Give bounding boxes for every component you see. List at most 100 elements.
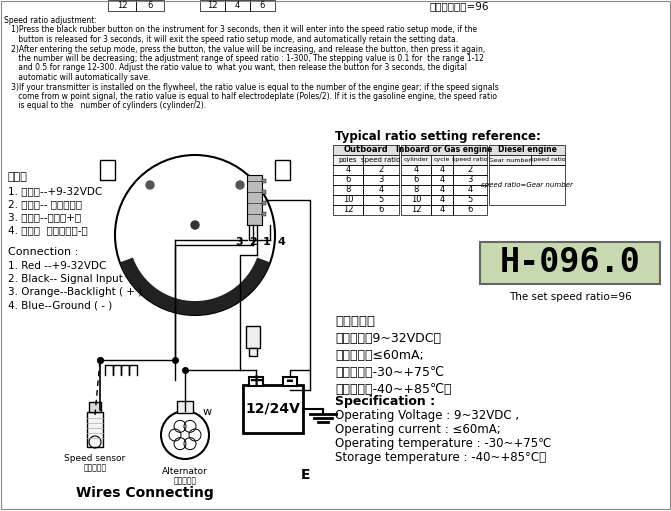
Text: 1)Press the black rubber button on the instrument for 3 seconds, then it will en: 1)Press the black rubber button on the i… xyxy=(4,26,477,35)
Text: 8: 8 xyxy=(346,185,351,195)
Bar xyxy=(531,155,565,165)
Text: 12: 12 xyxy=(117,1,127,10)
Text: Storage temperature : -40~+85°C。: Storage temperature : -40~+85°C。 xyxy=(335,451,546,464)
Bar xyxy=(363,165,399,175)
Bar xyxy=(431,165,453,175)
Text: Operating current : ≤60mA;: Operating current : ≤60mA; xyxy=(335,423,501,436)
Text: 4: 4 xyxy=(277,237,285,247)
Bar xyxy=(401,165,431,175)
Text: speed ratio: speed ratio xyxy=(362,157,401,163)
Bar xyxy=(489,155,531,165)
Bar xyxy=(453,155,487,165)
Circle shape xyxy=(191,221,199,229)
Text: and 0.5 for range 12-300. Adjust the ratio value to  what you want, then release: and 0.5 for range 12-300. Adjust the rat… xyxy=(4,63,467,73)
Text: Diesel engine: Diesel engine xyxy=(498,146,556,154)
Text: 4: 4 xyxy=(440,175,445,184)
Bar xyxy=(431,195,453,205)
Text: 3: 3 xyxy=(378,175,384,184)
Text: Alternator: Alternator xyxy=(162,467,208,476)
Bar xyxy=(225,0,250,11)
Text: 3. 橙色线--背光（+）: 3. 橙色线--背光（+） xyxy=(8,212,81,222)
Text: 3: 3 xyxy=(467,175,472,184)
Text: 4. 蓝色线  电源负极（-）: 4. 蓝色线 电源负极（-） xyxy=(8,225,88,235)
Text: 5: 5 xyxy=(378,196,384,204)
Circle shape xyxy=(146,181,154,189)
Text: 12: 12 xyxy=(207,1,218,10)
Text: cylinder: cylinder xyxy=(403,157,429,162)
Bar xyxy=(401,145,487,155)
Bar xyxy=(275,160,290,180)
Text: 表示设置速比=96: 表示设置速比=96 xyxy=(430,1,490,11)
Bar xyxy=(250,0,275,11)
Bar xyxy=(363,195,399,205)
Bar xyxy=(401,155,431,165)
Text: 4: 4 xyxy=(440,166,445,174)
Text: 10: 10 xyxy=(411,196,421,204)
Text: Speed sensor: Speed sensor xyxy=(64,454,125,463)
Text: 4: 4 xyxy=(413,166,419,174)
Text: 工作电流：≤60mA;: 工作电流：≤60mA; xyxy=(335,349,424,362)
Text: speed ratio: speed ratio xyxy=(530,157,566,162)
Bar xyxy=(333,205,363,215)
Text: Wires Connecting: Wires Connecting xyxy=(76,486,214,500)
Bar xyxy=(243,385,303,433)
Text: w: w xyxy=(203,407,212,417)
Text: 4. Blue--Ground ( - ): 4. Blue--Ground ( - ) xyxy=(8,300,112,310)
Bar xyxy=(333,175,363,185)
Bar xyxy=(489,145,565,155)
Text: automatic will automatically save.: automatic will automatically save. xyxy=(4,73,150,82)
Text: 3. Orange--Backlight ( + ): 3. Orange--Backlight ( + ) xyxy=(8,287,142,297)
Bar xyxy=(363,175,399,185)
Text: 4: 4 xyxy=(378,185,384,195)
Bar xyxy=(401,175,431,185)
Text: 3)If your transmitter is installed on the flywheel, the ratio value is equal to : 3)If your transmitter is installed on th… xyxy=(4,82,499,91)
Text: Gear number: Gear number xyxy=(489,157,531,162)
Text: 2)After entering the setup mode, press the button, the value will be increasing,: 2)After entering the setup mode, press t… xyxy=(4,44,485,54)
Bar xyxy=(333,165,363,175)
Text: 2: 2 xyxy=(249,237,257,247)
Bar xyxy=(431,205,453,215)
Text: 6: 6 xyxy=(378,205,384,215)
Text: 4: 4 xyxy=(468,185,472,195)
Text: 6: 6 xyxy=(148,1,153,10)
Text: 2. Black-- Signal Input: 2. Black-- Signal Input xyxy=(8,274,123,284)
Bar xyxy=(108,0,136,11)
Bar xyxy=(333,155,363,165)
Text: 存储温度：-40~+85℃。: 存储温度：-40~+85℃。 xyxy=(335,383,452,396)
Text: 转速传感器: 转速传感器 xyxy=(83,463,107,472)
Bar xyxy=(453,165,487,175)
Text: The set speed ratio=96: The set speed ratio=96 xyxy=(509,292,631,302)
Text: Operating Voltage : 9~32VDC ,: Operating Voltage : 9~32VDC , xyxy=(335,409,519,422)
Bar xyxy=(262,179,266,183)
Bar xyxy=(363,155,399,165)
Bar xyxy=(89,402,101,412)
Text: button is released for 3 seconds, it will exit the speed ratio setup mode, and a: button is released for 3 seconds, it wil… xyxy=(4,35,458,44)
Bar xyxy=(100,160,115,180)
Text: 技术参数：: 技术参数： xyxy=(335,315,375,328)
Text: 5: 5 xyxy=(468,196,472,204)
Text: Typical ratio setting reference:: Typical ratio setting reference: xyxy=(335,130,541,143)
Bar xyxy=(333,185,363,195)
Text: speed ratio: speed ratio xyxy=(452,157,488,162)
Text: 12/24V: 12/24V xyxy=(246,402,301,416)
Text: is equal to the   number of cylinders (cylinder/2).: is equal to the number of cylinders (cyl… xyxy=(4,102,206,110)
Bar xyxy=(453,195,487,205)
Text: 3: 3 xyxy=(236,237,243,247)
Text: come from w point signal, the ratio value is equal to half electrodeplate (Poles: come from w point signal, the ratio valu… xyxy=(4,92,497,101)
Text: -: - xyxy=(286,371,294,390)
Text: E: E xyxy=(300,468,310,482)
Text: 4: 4 xyxy=(235,1,240,10)
Text: 工作温度：-30~+75℃: 工作温度：-30~+75℃ xyxy=(335,366,444,379)
Bar xyxy=(453,205,487,215)
Circle shape xyxy=(236,181,244,189)
Text: 1. 红色线--+9-32VDC: 1. 红色线--+9-32VDC xyxy=(8,186,102,196)
Text: 4: 4 xyxy=(440,196,445,204)
Bar xyxy=(177,401,193,413)
Bar xyxy=(453,175,487,185)
Text: 2: 2 xyxy=(378,166,384,174)
Text: 交流发电机: 交流发电机 xyxy=(173,476,197,485)
Bar xyxy=(363,205,399,215)
Bar xyxy=(431,175,453,185)
Text: 4: 4 xyxy=(440,205,445,215)
Bar xyxy=(431,155,453,165)
